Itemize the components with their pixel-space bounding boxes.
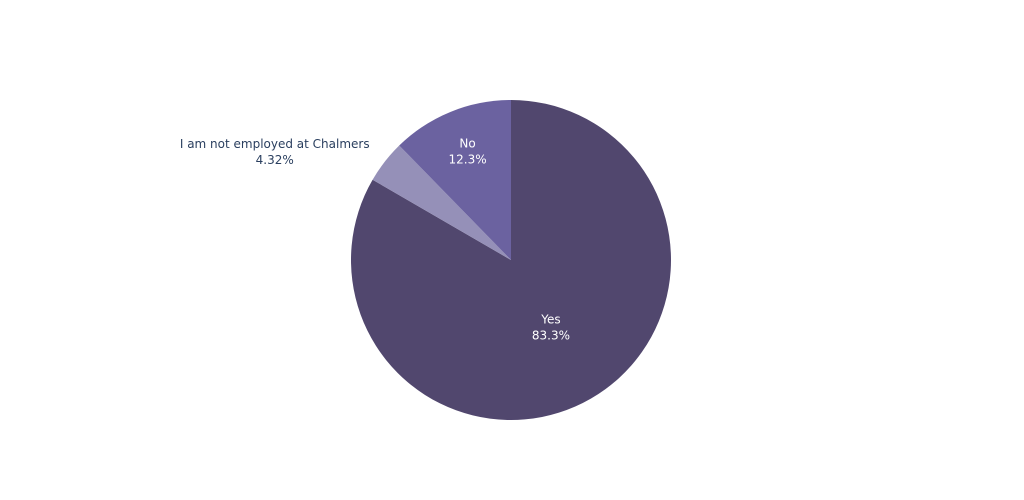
slice-value: 12.3% [448, 152, 486, 166]
slice-value: 83.3% [532, 328, 570, 342]
slice-value: 4.32% [256, 153, 294, 167]
slice-name: I am not employed at Chalmers [180, 137, 370, 151]
slice-label: Yes 83.3% [532, 312, 570, 342]
pie-slice [399, 100, 511, 260]
slice-name: No [459, 136, 475, 150]
slice-label: I am not employed at Chalmers 4.32% [180, 137, 370, 167]
pie-slice [372, 145, 511, 260]
slice-name: Yes [540, 312, 560, 326]
slice-label: No 12.3% [448, 136, 486, 166]
